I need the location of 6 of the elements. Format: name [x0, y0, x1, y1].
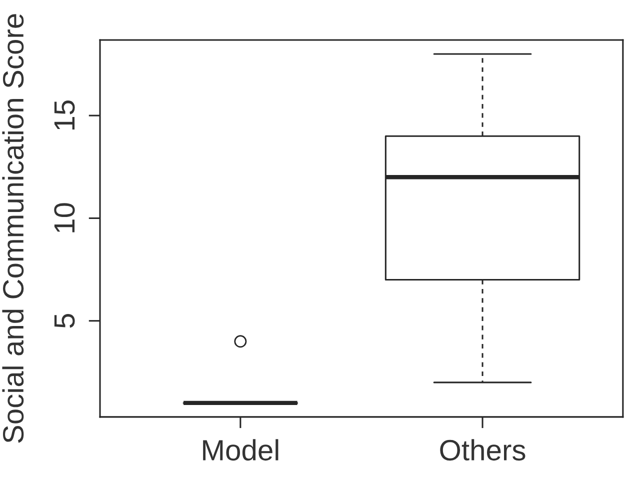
y-tick-label: 15	[54, 100, 75, 130]
x-tick-label: Model	[203, 439, 278, 461]
x-tick-label: Others	[440, 439, 526, 461]
y-tick-label: 5	[54, 314, 75, 328]
y-tick-label: 10	[54, 203, 75, 232]
y-axis-title: Social and Communication Score	[2, 14, 24, 443]
